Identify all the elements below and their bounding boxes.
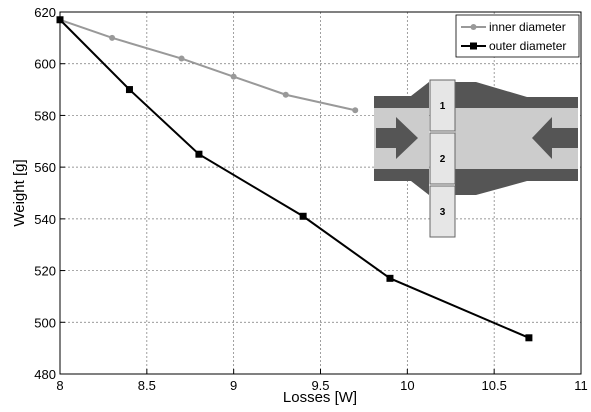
series-line-inner-diameter: [59, 18, 356, 112]
x-axis-label: Losses [W]: [283, 389, 357, 406]
inset-segment-1: [429, 79, 456, 132]
legend-marker: [470, 24, 477, 30]
y-tick-label: 580: [34, 108, 56, 123]
data-point-outer-diameter: [125, 86, 133, 94]
inset-segment-2: [429, 132, 456, 185]
y-tick-label: 560: [34, 160, 56, 175]
legend-box: [455, 14, 580, 58]
x-tick-label: 11: [574, 378, 588, 393]
inset-segment-3-label: 3: [440, 207, 446, 218]
y-tick-label: 540: [34, 212, 56, 227]
axis-ticks: 8 8.5 9 9.5 10 10.5 11 480 500 520 540 560 580 600 620: [34, 5, 587, 393]
x-tick-label: 8.5: [138, 378, 156, 393]
y-tick-label: 480: [34, 367, 56, 382]
inset-diagram: 1 2 3: [374, 79, 578, 238]
legend: inner diameter outer diameter: [455, 14, 580, 58]
y-tick-label: 620: [34, 5, 56, 20]
data-point-inner-diameter: [230, 73, 237, 80]
data-point-outer-diameter: [195, 150, 203, 158]
series-line-outer-diameter: [59, 19, 530, 339]
y-tick-label: 520: [34, 264, 56, 279]
data-point-outer-diameter: [525, 334, 533, 342]
grid-lines: [60, 12, 581, 374]
data-point-outer-diameter: [299, 212, 307, 220]
inset-segment-2-label: 2: [440, 154, 446, 165]
legend-marker: [470, 42, 477, 50]
data-point-inner-diameter: [352, 107, 359, 114]
legend-label: inner diameter: [489, 20, 566, 34]
inset-segment-3: [429, 185, 456, 238]
legend-label: outer diameter: [489, 39, 566, 53]
y-axis-label: Weight [g]: [11, 159, 28, 226]
inset-left-arrow: [376, 117, 418, 159]
inset-right-arrow: [532, 117, 578, 159]
data-point-inner-diameter: [282, 91, 289, 98]
data-point-inner-diameter: [178, 55, 185, 62]
inset-segment-1-label: 1: [440, 101, 446, 112]
data-point-outer-diameter: [386, 274, 394, 282]
data-point-inner-diameter: [109, 34, 116, 41]
x-tick-label: 10: [400, 378, 414, 393]
x-tick-label: 8: [56, 378, 63, 393]
y-tick-label: 600: [34, 57, 56, 72]
series-layer: [56, 16, 533, 342]
y-tick-label: 500: [34, 315, 56, 330]
x-tick-label: 9: [230, 378, 237, 393]
x-tick-label: 10.5: [482, 378, 507, 393]
x-tick-label: 9.5: [311, 378, 329, 393]
